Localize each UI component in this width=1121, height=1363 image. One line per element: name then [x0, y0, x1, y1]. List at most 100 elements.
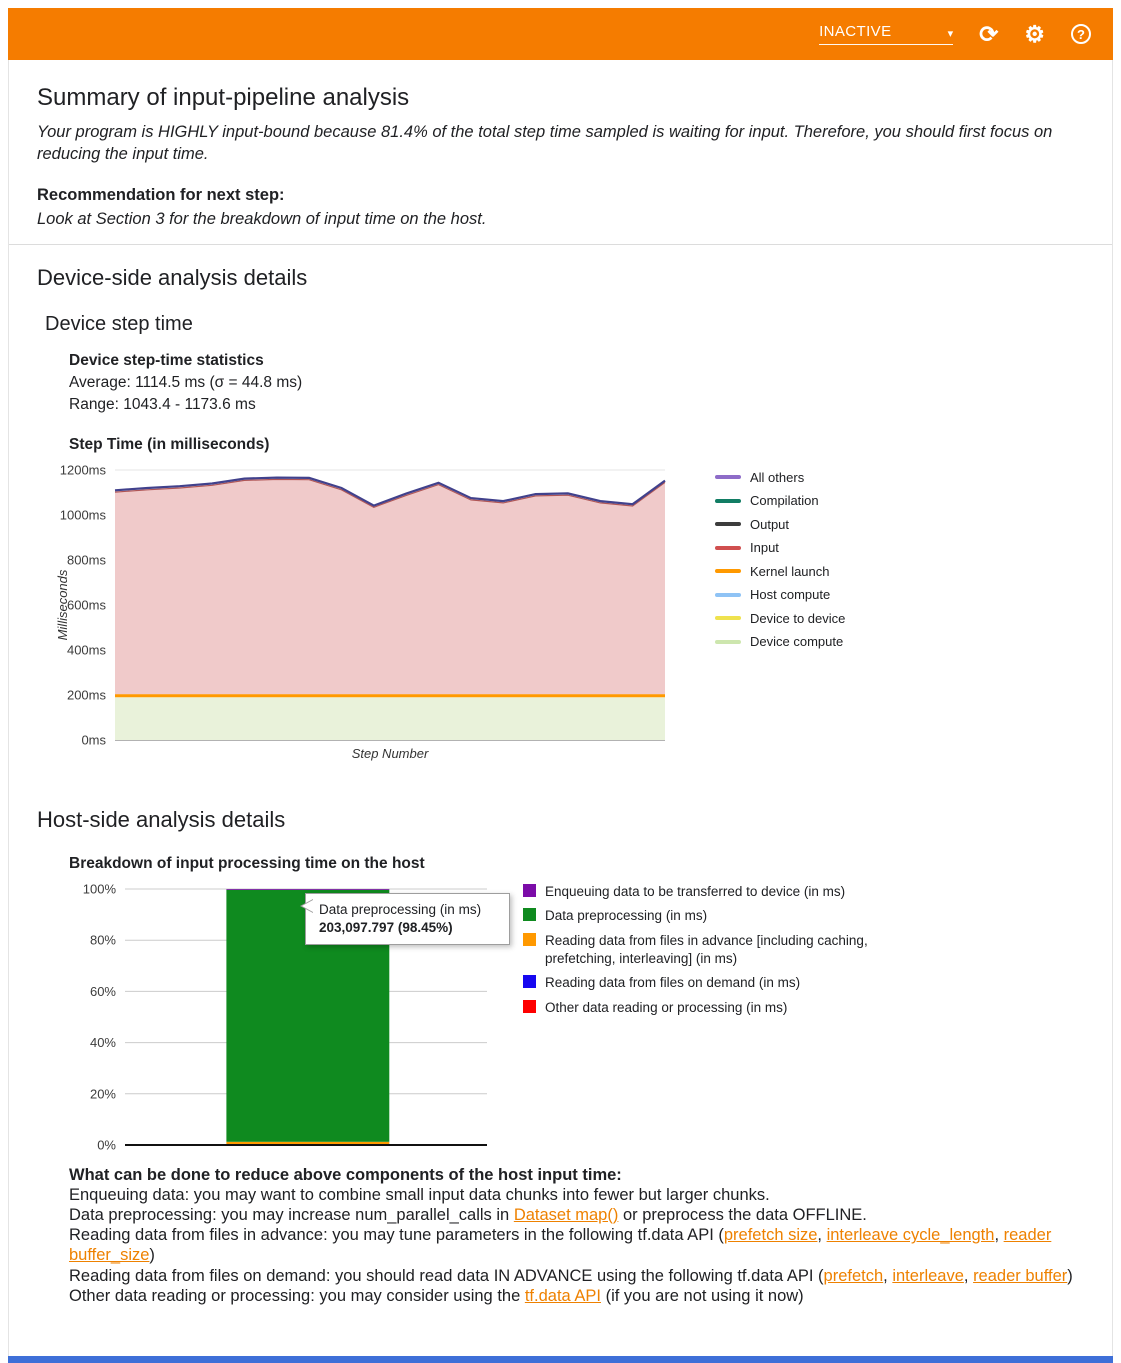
legend-item: Device compute	[715, 634, 845, 649]
settings-gear-icon[interactable]: ⚙	[1024, 20, 1045, 47]
recommendation-body: Look at Section 3 for the breakdown of i…	[37, 209, 487, 228]
tooltip-label: Data preprocessing (in ms)	[319, 901, 482, 917]
advice-text: Reading data from files in advance: you …	[69, 1226, 724, 1245]
advice-text: Enqueuing data: you may want to combine …	[69, 1186, 770, 1204]
top-bar: INACTIVE ▾ ⟳ ⚙ ?	[8, 8, 1113, 60]
advice-text: Reading data from files on demand: you s…	[69, 1266, 824, 1285]
advice-text: ,	[994, 1226, 1004, 1245]
legend-item: Data preprocessing (in ms)	[523, 907, 868, 925]
legend-label: Data preprocessing (in ms)	[545, 908, 708, 924]
legend-swatch	[523, 975, 536, 989]
y-tick-label: 0%	[97, 1137, 116, 1152]
advice-line: Reading data from files on demand: you s…	[69, 1266, 1084, 1286]
y-tick-label: 60%	[90, 984, 116, 999]
stats-title: Device step-time statistics	[69, 351, 264, 369]
advice-text: Data preprocessing: you may increase num…	[69, 1206, 514, 1225]
advice-text: ,	[817, 1226, 827, 1245]
legend-label: Enqueuing data to be transferred to devi…	[545, 883, 846, 899]
doc-link[interactable]: interleave cycle_length	[826, 1226, 995, 1245]
legend-item: Host compute	[715, 587, 845, 602]
legend-label: Compilation	[750, 493, 819, 509]
legend-label: Kernel launch	[750, 563, 830, 579]
doc-link[interactable]: Dataset map()	[513, 1206, 619, 1225]
legend-label: Device to device	[750, 610, 846, 626]
legend-label: Input	[750, 540, 779, 556]
y-tick-label: 80%	[90, 933, 116, 948]
device-step-time-chart: 0ms 200ms 400ms 600ms 800ms 1000ms 1200ms Milli…	[55, 462, 666, 761]
device-chart-row: 0ms 200ms 400ms 600ms 800ms 1000ms 1200ms Milli…	[51, 458, 1084, 763]
host-chart-legend: Enqueuing data to be transferred to devi…	[523, 883, 868, 1023]
legend-swatch	[523, 883, 536, 897]
legend-swatch	[715, 475, 741, 480]
advice-line: Other data reading or processing: you ma…	[69, 1286, 1084, 1306]
advice-title: What can be done to reduce above compone…	[69, 1165, 622, 1184]
legend-swatch	[715, 592, 741, 597]
advice-text: )	[1067, 1266, 1073, 1285]
host-chart-row: 0% 20% 40% 60% 80% 100% Data preprocessing (i…	[67, 879, 1084, 1157]
doc-link[interactable]: prefetch size	[723, 1226, 818, 1245]
doc-link[interactable]: prefetch	[823, 1266, 884, 1285]
legend-swatch	[715, 639, 741, 644]
y-tick-label: 400ms	[67, 642, 107, 657]
refresh-icon[interactable]: ⟳	[979, 20, 999, 47]
legend-swatch	[715, 569, 741, 574]
legend-item: Other data reading or processing (in ms)	[523, 999, 868, 1017]
tooltip-value: 203,097.797 (98.45%)	[319, 919, 453, 935]
bottom-progress-bar	[8, 1356, 1113, 1363]
advice-text: (if you are not using it now)	[600, 1286, 804, 1305]
legend-label: Host compute	[750, 587, 831, 603]
legend-item: Reading data from files in advance [incl…	[523, 932, 868, 967]
section-divider	[9, 243, 1112, 245]
y-tick-label: 20%	[90, 1086, 116, 1101]
main-content: Summary of input-pipeline analysis Your …	[8, 60, 1113, 1356]
top-bar-controls: INACTIVE ▾ ⟳ ⚙ ?	[819, 20, 1091, 47]
host-chart-title: Breakdown of input processing time on th…	[69, 854, 425, 872]
legend-item: Output	[715, 517, 845, 532]
y-tick-label: 1200ms	[60, 462, 107, 477]
legend-swatch	[715, 498, 741, 503]
advice-lines: Enqueuing data: you may want to combine …	[69, 1185, 1084, 1306]
summary-body: Your program is HIGHLY input-bound becau…	[37, 123, 1053, 163]
area-series-device-compute	[115, 697, 665, 740]
legend-item: Enqueuing data to be transferred to devi…	[523, 883, 868, 901]
legend-swatch	[523, 908, 536, 922]
chart-tooltip: Data preprocessing (in ms) 203,097.797 (…	[300, 892, 510, 945]
device-section-title: Device-side analysis details	[37, 264, 308, 290]
doc-link[interactable]: tf.data API	[524, 1286, 601, 1305]
device-step-stats: Device step-time statistics Average: 111…	[69, 350, 1084, 416]
stats-range: Range: 1043.4 - 1173.6 ms	[69, 395, 256, 413]
legend-item: Device to device	[715, 611, 845, 626]
legend-item: Reading data from files on demand (in ms…	[523, 974, 868, 992]
help-icon[interactable]: ?	[1071, 24, 1091, 44]
doc-link[interactable]: interleave	[892, 1266, 964, 1285]
advice-text: ,	[883, 1266, 893, 1285]
legend-swatch	[523, 999, 536, 1013]
device-chart-legend: All others Compilation Output Input Kernel l…	[715, 470, 845, 658]
recommendation-label: Recommendation for next step:	[37, 185, 285, 204]
y-tick-label: 200ms	[67, 687, 107, 702]
run-selector-dropdown[interactable]: INACTIVE ▾	[819, 23, 954, 45]
y-tick-label: 40%	[90, 1035, 116, 1050]
advice-line: Data preprocessing: you may increase num…	[69, 1205, 1084, 1225]
advice-block: What can be done to reduce above compone…	[69, 1165, 1084, 1306]
legend-item: Input	[715, 540, 845, 555]
summary-title: Summary of input-pipeline analysis	[37, 84, 410, 111]
advice-line: Enqueuing data: you may want to combine …	[69, 1185, 1084, 1205]
legend-swatch	[715, 616, 741, 621]
doc-link[interactable]: reader buffer	[973, 1266, 1068, 1285]
y-tick-label: 600ms	[67, 597, 107, 612]
legend-swatch	[715, 522, 741, 527]
legend-swatch	[523, 932, 536, 946]
y-tick-label: 0ms	[81, 732, 106, 747]
x-axis-label: Step Number	[352, 746, 429, 761]
host-chart-wrap: 0% 20% 40% 60% 80% 100% Data preprocessing (i…	[67, 879, 510, 1157]
legend-label: Device compute	[750, 634, 844, 650]
y-tick-label: 100%	[83, 881, 117, 896]
host-section-title: Host-side analysis details	[37, 806, 286, 832]
advice-text: or preprocess the data OFFLINE.	[618, 1206, 867, 1225]
doc-link[interactable]: reader buffer_size	[69, 1226, 1052, 1265]
legend-item: Compilation	[715, 493, 845, 508]
advice-text: )	[149, 1246, 155, 1265]
stats-average: Average: 1114.5 ms (σ = 44.8 ms)	[69, 373, 303, 391]
total-step-time-line	[114, 476, 666, 507]
